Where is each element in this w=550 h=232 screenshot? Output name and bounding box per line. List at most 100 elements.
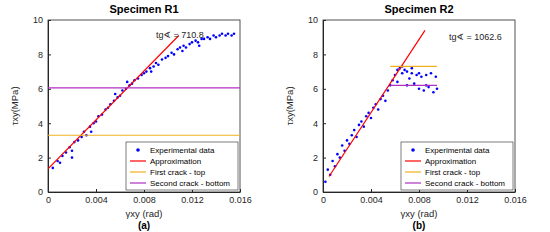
data-point (406, 70, 409, 73)
annotation: tg∢ = 1062.6 (449, 32, 502, 42)
data-point (430, 72, 433, 75)
tick-label: 0 (321, 195, 326, 205)
tick-label: 0.016 (229, 195, 252, 205)
tick-label: 10 (308, 15, 318, 25)
data-point (427, 86, 430, 89)
tick-mark (48, 192, 51, 193)
tick: 8 (313, 50, 326, 60)
tick: 6 (313, 84, 326, 94)
data-point (191, 41, 194, 44)
data-point (436, 88, 439, 91)
data-point (324, 180, 327, 183)
legend-marker (136, 148, 140, 152)
legend-marker (405, 182, 421, 183)
data-point (173, 53, 176, 56)
axis-line (48, 21, 49, 193)
tick: 10 (33, 15, 51, 25)
data-point (411, 67, 414, 70)
data-point (233, 32, 236, 35)
x-axis: 00.0040.0080.0120.016 (46, 189, 252, 205)
data-point (145, 70, 148, 73)
data-point (351, 134, 354, 137)
line-series (48, 87, 240, 88)
data-point (218, 34, 221, 37)
tick-mark (371, 189, 372, 192)
legend-marker (130, 160, 146, 161)
data-point (365, 115, 368, 118)
data-point (432, 91, 435, 94)
data-point (164, 57, 167, 60)
data-point (387, 89, 390, 92)
figure: 00.0040.0080.0120.0160246810tg∢ = 710.8E… (0, 0, 550, 232)
data-point (423, 89, 426, 92)
data-point (185, 46, 188, 49)
tick: 0.012 (456, 189, 479, 205)
title: Specimen R1 (109, 3, 178, 15)
tick-label: 8 (38, 50, 43, 60)
tick: 0 (313, 187, 326, 197)
tick: 0.004 (360, 189, 383, 205)
data-point (408, 77, 411, 80)
tick: 8 (38, 50, 51, 60)
tick-mark (48, 158, 51, 159)
legend-label: Approximation (150, 157, 201, 166)
tick-label: 0 (46, 195, 51, 205)
caption: (b) (413, 220, 426, 231)
data-point (331, 160, 334, 163)
tick-label: 6 (38, 84, 43, 94)
data-point (415, 74, 418, 77)
line-series (48, 135, 240, 136)
x-axis-label: γxy (rad) (401, 208, 438, 219)
data-point (435, 75, 438, 78)
tick: 6 (38, 84, 51, 94)
tick-mark (96, 189, 97, 192)
tick: 0.016 (504, 189, 527, 205)
legend: Experimental dataApproximationFirst crac… (401, 142, 513, 190)
data-point (425, 74, 428, 77)
tick-mark (323, 158, 326, 159)
data-point (215, 36, 218, 39)
tick-label: 6 (313, 84, 318, 94)
panel: 00.0040.0080.0120.0160246810tg∢ = 710.8E… (33, 15, 252, 205)
tick-mark (323, 89, 326, 90)
legend-marker (130, 182, 146, 183)
tick-label: 0.012 (181, 195, 204, 205)
tick: 10 (308, 15, 326, 25)
data-point (212, 34, 215, 37)
tick-label: 0 (313, 187, 318, 197)
y-axis: 0246810 (33, 15, 51, 197)
tick-mark (323, 20, 326, 21)
tick-label: 2 (313, 153, 318, 163)
tick-label: 0.016 (504, 195, 527, 205)
data-point (346, 139, 349, 142)
axis-line (324, 192, 516, 193)
legend-label: Experimental data (425, 146, 490, 155)
data-point (114, 93, 117, 96)
data-point (418, 88, 421, 91)
data-point (170, 51, 173, 54)
tick: 4 (38, 119, 51, 129)
data-point (336, 153, 339, 156)
data-point (221, 32, 224, 35)
tick-mark (48, 54, 51, 55)
data-point (413, 82, 416, 85)
data-point (360, 120, 363, 123)
tick: 0.008 (408, 189, 431, 205)
tick: 2 (313, 153, 326, 163)
data-point (403, 69, 406, 72)
data-point (152, 65, 155, 68)
legend-label: Experimental data (150, 146, 215, 155)
axis-line (323, 21, 324, 193)
data-point (370, 117, 373, 120)
legend-label: Second crack - bottom (150, 179, 230, 188)
data-point (411, 72, 414, 75)
data-point (358, 124, 361, 127)
tick-mark (323, 192, 326, 193)
legend-marker (130, 171, 146, 172)
tick-mark (240, 189, 241, 192)
tick: 0.008 (133, 189, 156, 205)
panel: 00.0040.0080.0120.0160246810tg∢ = 1062.6… (308, 15, 527, 205)
plot-frame (48, 20, 240, 192)
y-axis-label: τxy(MPa) (9, 86, 20, 125)
tick-mark (323, 54, 326, 55)
